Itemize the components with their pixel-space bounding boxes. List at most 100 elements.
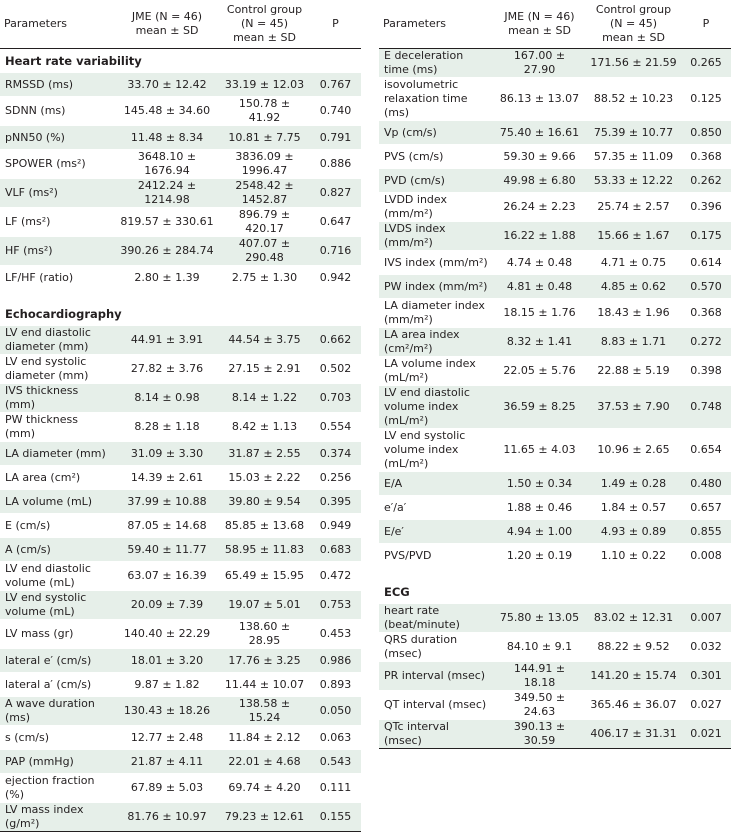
p-value: 0.703 bbox=[310, 383, 361, 413]
table-row: E deceleration time (ms) 167.00 ± 27.90 17… bbox=[379, 48, 731, 78]
jme-value: 18.15 ± 1.76 bbox=[493, 298, 586, 328]
row-label: s (cm/s) bbox=[0, 725, 115, 750]
jme-value: 819.57 ± 330.61 bbox=[115, 207, 219, 237]
control-value: 3836.09 ± 1996.47 bbox=[219, 149, 310, 179]
row-label: e′/a′ bbox=[379, 495, 493, 520]
section-heading-row: Heart rate variability bbox=[0, 49, 361, 74]
p-value: 0.007 bbox=[681, 604, 731, 633]
control-value: 79.23 ± 12.61 bbox=[219, 802, 310, 832]
table-row: LF (ms²) 819.57 ± 330.61 896.79 ± 420.17 0.… bbox=[0, 207, 361, 237]
p-value: 0.368 bbox=[681, 144, 731, 169]
row-label: LV mass index (g/m²) bbox=[0, 802, 115, 832]
table-row: Vp (cm/s) 75.40 ± 16.61 75.39 ± 10.77 0.850 bbox=[379, 120, 731, 145]
control-value: 27.15 ± 2.91 bbox=[219, 354, 310, 384]
header-p: P bbox=[310, 0, 361, 49]
table-row: PAP (mmHg) 21.87 ± 4.11 22.01 ± 4.68 0.543 bbox=[0, 749, 361, 774]
jme-value: 49.98 ± 6.80 bbox=[493, 168, 586, 193]
row-label: LV end systolic diameter (mm) bbox=[0, 354, 115, 384]
jme-value: 20.09 ± 7.39 bbox=[115, 590, 219, 620]
jme-value: 1.88 ± 0.46 bbox=[493, 495, 586, 520]
row-label: LF/HF (ratio) bbox=[0, 265, 115, 290]
control-value: 19.07 ± 5.01 bbox=[219, 590, 310, 620]
p-value: 0.554 bbox=[310, 412, 361, 442]
table-row: LV end systolic volume (mL) 20.09 ± 7.39 1… bbox=[0, 590, 361, 620]
p-value: 0.125 bbox=[681, 77, 731, 121]
control-value: 39.80 ± 9.54 bbox=[219, 489, 310, 514]
p-value: 0.543 bbox=[310, 749, 361, 774]
right-table-column: Parameters JME (N = 46) mean ± SD Control… bbox=[379, 0, 731, 749]
left-header-row: Parameters JME (N = 46) mean ± SD Control… bbox=[0, 0, 361, 49]
p-value: 0.374 bbox=[310, 441, 361, 466]
jme-value: 11.65 ± 4.03 bbox=[493, 428, 586, 472]
p-value: 0.155 bbox=[310, 802, 361, 832]
row-label: LVDD index (mm/m²) bbox=[379, 192, 493, 222]
table-row: IVS index (mm/m²) 4.74 ± 0.48 4.71 ± 0.75 0… bbox=[379, 250, 731, 275]
table-row: LV mass index (g/m²) 81.76 ± 10.97 79.23 ±… bbox=[0, 802, 361, 832]
control-value: 15.03 ± 2.22 bbox=[219, 465, 310, 490]
p-value: 0.398 bbox=[681, 356, 731, 386]
p-value: 0.570 bbox=[681, 274, 731, 299]
p-value: 0.272 bbox=[681, 327, 731, 357]
row-label: PW thickness (mm) bbox=[0, 412, 115, 442]
jme-value: 1.50 ± 0.34 bbox=[493, 471, 586, 496]
table-row: LV end diastolic volume (mL) 63.07 ± 16.3… bbox=[0, 561, 361, 591]
jme-value: 167.00 ± 27.90 bbox=[493, 48, 586, 78]
jme-value: 36.59 ± 8.25 bbox=[493, 385, 586, 429]
jme-value: 59.30 ± 9.66 bbox=[493, 144, 586, 169]
header-control: Control group (N = 45) mean ± SD bbox=[219, 0, 310, 49]
jme-value: 63.07 ± 16.39 bbox=[115, 561, 219, 591]
p-value: 0.886 bbox=[310, 149, 361, 179]
p-value: 0.480 bbox=[681, 471, 731, 496]
table-row: E/e′ 4.94 ± 1.00 4.93 ± 0.89 0.855 bbox=[379, 519, 731, 544]
row-label: E (cm/s) bbox=[0, 513, 115, 538]
control-value: 15.66 ± 1.67 bbox=[586, 221, 681, 251]
jme-value: 37.99 ± 10.88 bbox=[115, 489, 219, 514]
row-label: LV end systolic volume index (mL/m²) bbox=[379, 428, 493, 472]
p-value: 0.942 bbox=[310, 265, 361, 290]
row-label: Vp (cm/s) bbox=[379, 120, 493, 145]
p-value: 0.301 bbox=[681, 661, 731, 691]
control-value: 10.81 ± 7.75 bbox=[219, 125, 310, 150]
control-value: 22.01 ± 4.68 bbox=[219, 749, 310, 774]
row-label: E/e′ bbox=[379, 519, 493, 544]
table-row: VLF (ms²) 2412.24 ± 1214.98 2548.42 ± 1452… bbox=[0, 178, 361, 208]
table-row: PW index (mm/m²) 4.81 ± 0.48 4.85 ± 0.62 0.… bbox=[379, 274, 731, 299]
p-value: 0.396 bbox=[681, 192, 731, 222]
section-heading: ECG bbox=[384, 585, 410, 599]
jme-value: 75.40 ± 16.61 bbox=[493, 120, 586, 145]
control-value: 171.56 ± 21.59 bbox=[586, 48, 681, 78]
control-value: 58.95 ± 11.83 bbox=[219, 537, 310, 562]
row-label: LA area index (cm²/m²) bbox=[379, 327, 493, 357]
table-row: LV end diastolic diameter (mm) 44.91 ± 3.… bbox=[0, 326, 361, 355]
control-value: 407.07 ± 290.48 bbox=[219, 236, 310, 266]
p-value: 0.647 bbox=[310, 207, 361, 237]
control-value: 2548.42 ± 1452.87 bbox=[219, 178, 310, 208]
table-row: QT interval (msec) 349.50 ± 24.63 365.46 ±… bbox=[379, 690, 731, 720]
table-row: lateral e′ (cm/s) 18.01 ± 3.20 17.76 ± 3.2… bbox=[0, 648, 361, 673]
control-value: 141.20 ± 15.74 bbox=[586, 661, 681, 691]
table-row: LA diameter index (mm/m²) 18.15 ± 1.76 18.… bbox=[379, 298, 731, 328]
p-value: 0.827 bbox=[310, 178, 361, 208]
control-value: 1.49 ± 0.28 bbox=[586, 471, 681, 496]
control-value: 8.42 ± 1.13 bbox=[219, 412, 310, 442]
jme-value: 145.48 ± 34.60 bbox=[115, 96, 219, 126]
table-row: SPOWER (ms²) 3648.10 ± 1676.94 3836.09 ± 1… bbox=[0, 149, 361, 179]
table-row: LF/HF (ratio) 2.80 ± 1.39 2.75 ± 1.30 0.942 bbox=[0, 265, 361, 290]
row-label: LV end diastolic diameter (mm) bbox=[0, 326, 115, 355]
table-row: LVDD index (mm/m²) 26.24 ± 2.23 25.74 ± 2.… bbox=[379, 192, 731, 222]
control-value: 11.44 ± 10.07 bbox=[219, 672, 310, 697]
jme-value: 3648.10 ± 1676.94 bbox=[115, 149, 219, 179]
jme-value: 59.40 ± 11.77 bbox=[115, 537, 219, 562]
jme-value: 9.87 ± 1.82 bbox=[115, 672, 219, 697]
jme-value: 2412.24 ± 1214.98 bbox=[115, 178, 219, 208]
p-value: 0.021 bbox=[681, 719, 731, 749]
jme-value: 11.48 ± 8.34 bbox=[115, 125, 219, 150]
row-label: LA area (cm²) bbox=[0, 465, 115, 490]
row-label: LV mass (gr) bbox=[0, 619, 115, 649]
p-value: 0.855 bbox=[681, 519, 731, 544]
control-value: 4.71 ± 0.75 bbox=[586, 250, 681, 275]
jme-value: 349.50 ± 24.63 bbox=[493, 690, 586, 720]
p-value: 0.614 bbox=[681, 250, 731, 275]
row-label: LV end diastolic volume (mL) bbox=[0, 561, 115, 591]
row-label: pNN50 (%) bbox=[0, 125, 115, 150]
